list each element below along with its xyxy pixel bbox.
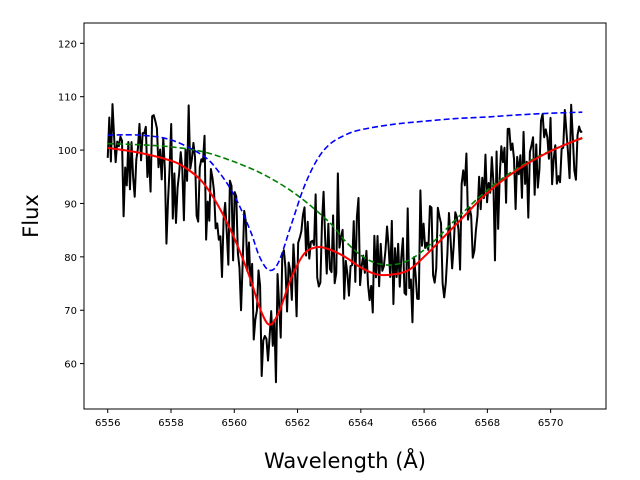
series-layer [106,103,583,384]
y-tick-label: 80 [64,253,77,264]
x-tick-label: 6566 [411,418,436,429]
x-tick-label: 6564 [348,418,373,429]
x-axis-label: Wavelength (Å) [264,447,426,473]
y-axis-label: Flux [19,194,43,238]
total-fit-line [107,136,583,326]
y-tick-label: 100 [58,146,77,157]
x-tick-label: 6568 [475,418,500,429]
narrow-component-line [107,111,583,272]
ticks-layer: 6556 6558 6560 6562 6564 6566 6568 6570 60 70 80 90… [58,39,563,429]
observed-spectrum-line [106,103,583,384]
y-tick-label: 120 [58,39,77,50]
x-tick-label: 6562 [285,418,310,429]
broad-component-line [107,137,583,266]
x-tick-label: 6560 [222,418,247,429]
y-tick-label: 60 [64,360,77,371]
x-tick-label: 6558 [158,418,183,429]
y-tick-label: 90 [64,199,77,210]
plot-frame [83,22,607,410]
y-tick-label: 70 [64,306,77,317]
y-tick-label: 110 [58,93,77,104]
x-tick-label: 6556 [95,418,120,429]
x-tick-label: 6570 [538,418,563,429]
